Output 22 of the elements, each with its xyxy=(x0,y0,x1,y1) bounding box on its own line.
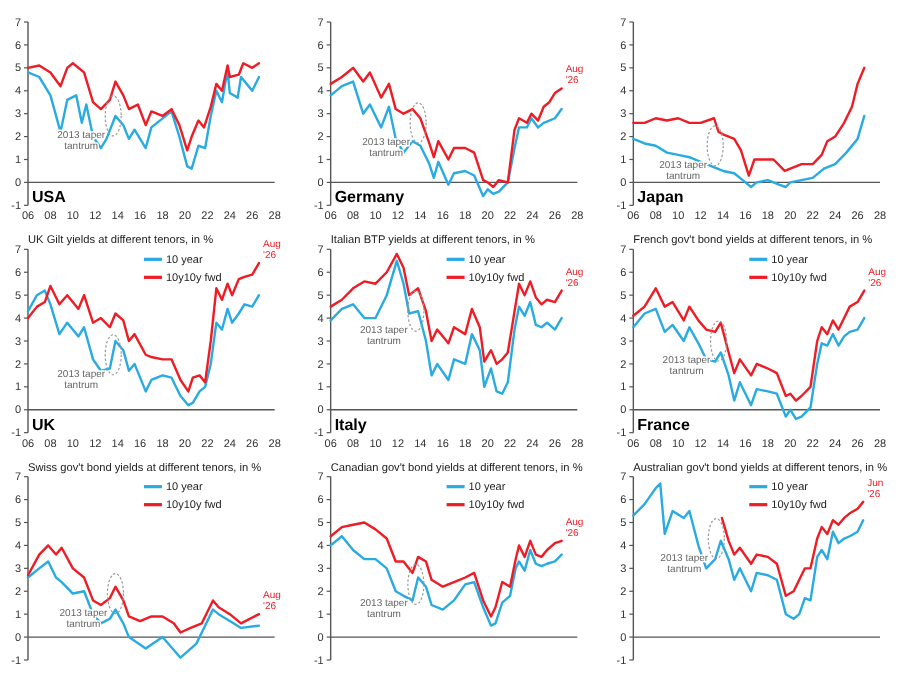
line-series xyxy=(632,114,866,189)
annotation: Japan xyxy=(637,188,684,207)
line-series xyxy=(632,66,866,177)
line-series xyxy=(632,482,865,620)
annotation: Germany xyxy=(334,188,406,207)
annotation: France xyxy=(637,415,691,434)
line-series xyxy=(26,261,261,393)
line-series xyxy=(26,560,261,659)
annotation: USA xyxy=(32,188,67,207)
line-series xyxy=(329,259,563,395)
line-series xyxy=(632,307,866,421)
annotation: UK xyxy=(32,415,56,434)
line-series xyxy=(329,521,563,618)
annotation: Italy xyxy=(334,415,368,434)
line-series xyxy=(632,287,866,402)
line-series xyxy=(26,289,261,407)
line-series xyxy=(329,535,563,627)
line-series xyxy=(26,544,261,634)
line-series xyxy=(329,252,563,366)
line-series xyxy=(26,62,261,152)
line-series xyxy=(26,68,261,170)
line-series xyxy=(329,66,563,189)
